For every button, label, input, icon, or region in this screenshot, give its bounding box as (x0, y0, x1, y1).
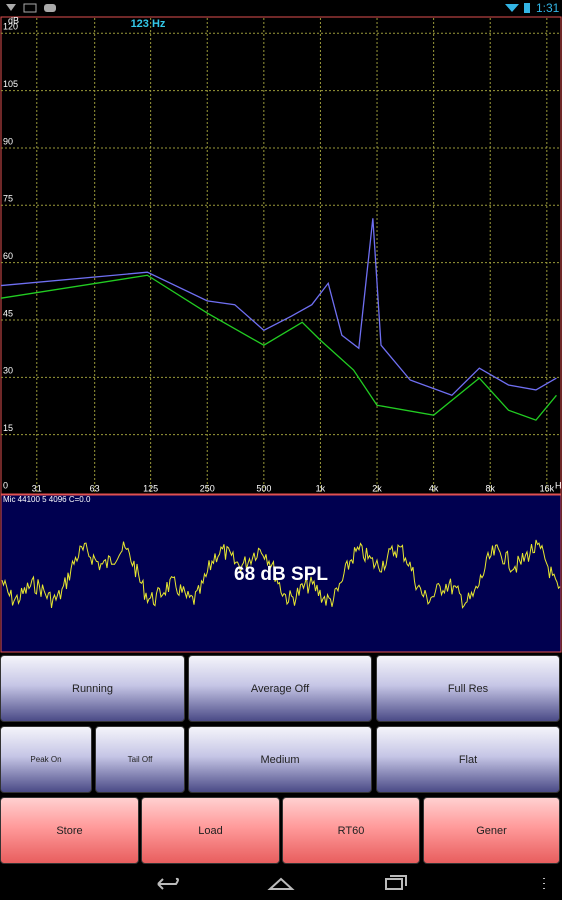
x-tick-label: 4k (429, 483, 439, 493)
x-tick-label: 1k (316, 483, 326, 493)
y-tick-label: 75 (3, 194, 13, 204)
recents-button[interactable] (385, 875, 407, 890)
y-unit: dB (8, 15, 19, 25)
home-button[interactable] (267, 877, 295, 890)
back-button[interactable] (157, 877, 179, 890)
button[interactable]: Flat (376, 726, 560, 793)
x-tick-label: 63 (90, 483, 100, 493)
x-tick-label: 31 (32, 483, 42, 493)
spectrum-line (0, 218, 557, 397)
x-tick-label: 500 (256, 483, 271, 493)
app-icon (44, 4, 56, 12)
button[interactable]: Gener (423, 797, 560, 864)
button[interactable]: Average Off (188, 655, 372, 722)
y-tick-label: 90 (3, 136, 13, 146)
spectrum-panel (0, 16, 562, 495)
x-tick-label: 125 (143, 483, 158, 493)
y-tick-label: 0 (3, 480, 8, 490)
y-tick-label: 105 (3, 79, 18, 89)
battery (524, 3, 530, 13)
button[interactable]: Tail Off (95, 726, 185, 793)
y-tick-label: 45 (3, 308, 13, 318)
frequency-readout: 123 Hz (131, 18, 166, 30)
x-tick-label: 2k (372, 483, 382, 493)
button[interactable]: Store (0, 797, 139, 864)
y-tick-label: 15 (3, 423, 13, 433)
x-unit: H (555, 480, 562, 490)
wifi-icon (6, 4, 16, 11)
x-tick-label: 8k (485, 483, 495, 493)
y-tick-label: 60 (3, 251, 13, 261)
waveform (1, 539, 561, 609)
scope-panel (0, 494, 562, 653)
nav-bar (0, 866, 562, 900)
spl-level: 68 dB SPL (234, 564, 328, 585)
clock: 1:31 (536, 1, 560, 15)
spectrum-line (0, 274, 557, 421)
button[interactable]: Full Res (376, 655, 560, 722)
x-tick-label: 16k (540, 483, 555, 493)
wifi-signal (505, 4, 519, 12)
button[interactable]: Load (141, 797, 280, 864)
status-bar (0, 0, 562, 16)
y-tick-label: 30 (3, 366, 13, 376)
button[interactable]: Medium (188, 726, 372, 793)
button[interactable]: Peak On (0, 726, 92, 793)
button[interactable]: RT60 (282, 797, 420, 864)
scope-info: Mic 44100 5 4096 C=0.0 (3, 495, 91, 504)
y-tick-label: 120 (3, 22, 18, 32)
button[interactable]: Running (0, 655, 185, 722)
mail-icon (23, 3, 37, 13)
x-tick-label: 250 (200, 483, 215, 493)
